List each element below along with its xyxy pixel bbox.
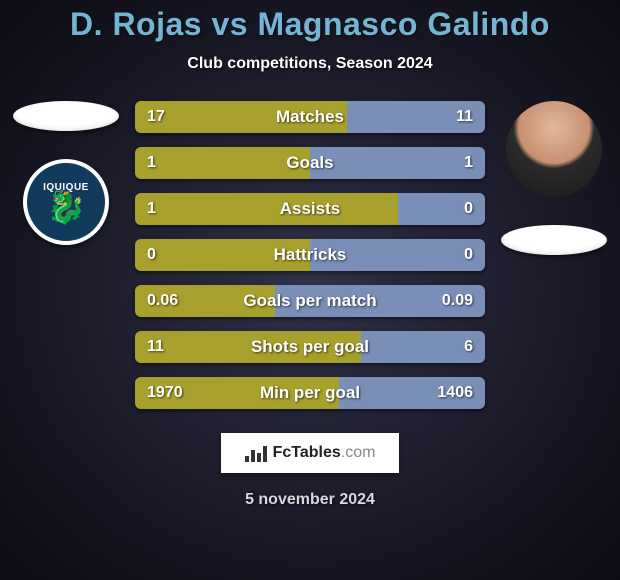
date-text: 5 november 2024: [0, 491, 620, 509]
stat-row: 19701406Min per goal: [135, 377, 485, 409]
stat-label: Matches: [135, 101, 485, 133]
brand-logo: FcTables.com: [221, 433, 399, 473]
content-wrapper: D. Rojas vs Magnasco Galindo Club compet…: [0, 0, 620, 580]
stat-label: Assists: [135, 193, 485, 225]
player-left-ellipse: [13, 101, 119, 131]
stat-row: 0.060.09Goals per match: [135, 285, 485, 317]
left-player-column: IQUIQUE 🐉: [6, 101, 126, 245]
brand-suffix: .com: [341, 444, 376, 461]
stat-row: 116Shots per goal: [135, 331, 485, 363]
stat-label: Min per goal: [135, 377, 485, 409]
stat-row: 10Assists: [135, 193, 485, 225]
player-right-photo: [506, 101, 602, 197]
club-badge-left: IQUIQUE 🐉: [23, 159, 109, 245]
bar-chart-icon: [245, 444, 267, 462]
dragon-icon: 🐉: [46, 191, 86, 223]
stat-label: Shots per goal: [135, 331, 485, 363]
stat-rows: 1711Matches 11Goals 10Assists 00Hattricks 0.…: [135, 101, 485, 409]
brand-text: FcTables.com: [273, 444, 376, 462]
stats-area: IQUIQUE 🐉 1711Matches 11Goals 10Assists 00H…: [0, 101, 620, 409]
brand-name: FcTables: [273, 444, 341, 461]
page-title: D. Rojas vs Magnasco Galindo: [0, 6, 620, 43]
right-player-column: [494, 101, 614, 255]
stat-label: Goals: [135, 147, 485, 179]
subtitle: Club competitions, Season 2024: [0, 55, 620, 73]
stat-row: 11Goals: [135, 147, 485, 179]
stat-label: Goals per match: [135, 285, 485, 317]
player-right-ellipse: [501, 225, 607, 255]
stat-row: 00Hattricks: [135, 239, 485, 271]
stat-label: Hattricks: [135, 239, 485, 271]
stat-row: 1711Matches: [135, 101, 485, 133]
